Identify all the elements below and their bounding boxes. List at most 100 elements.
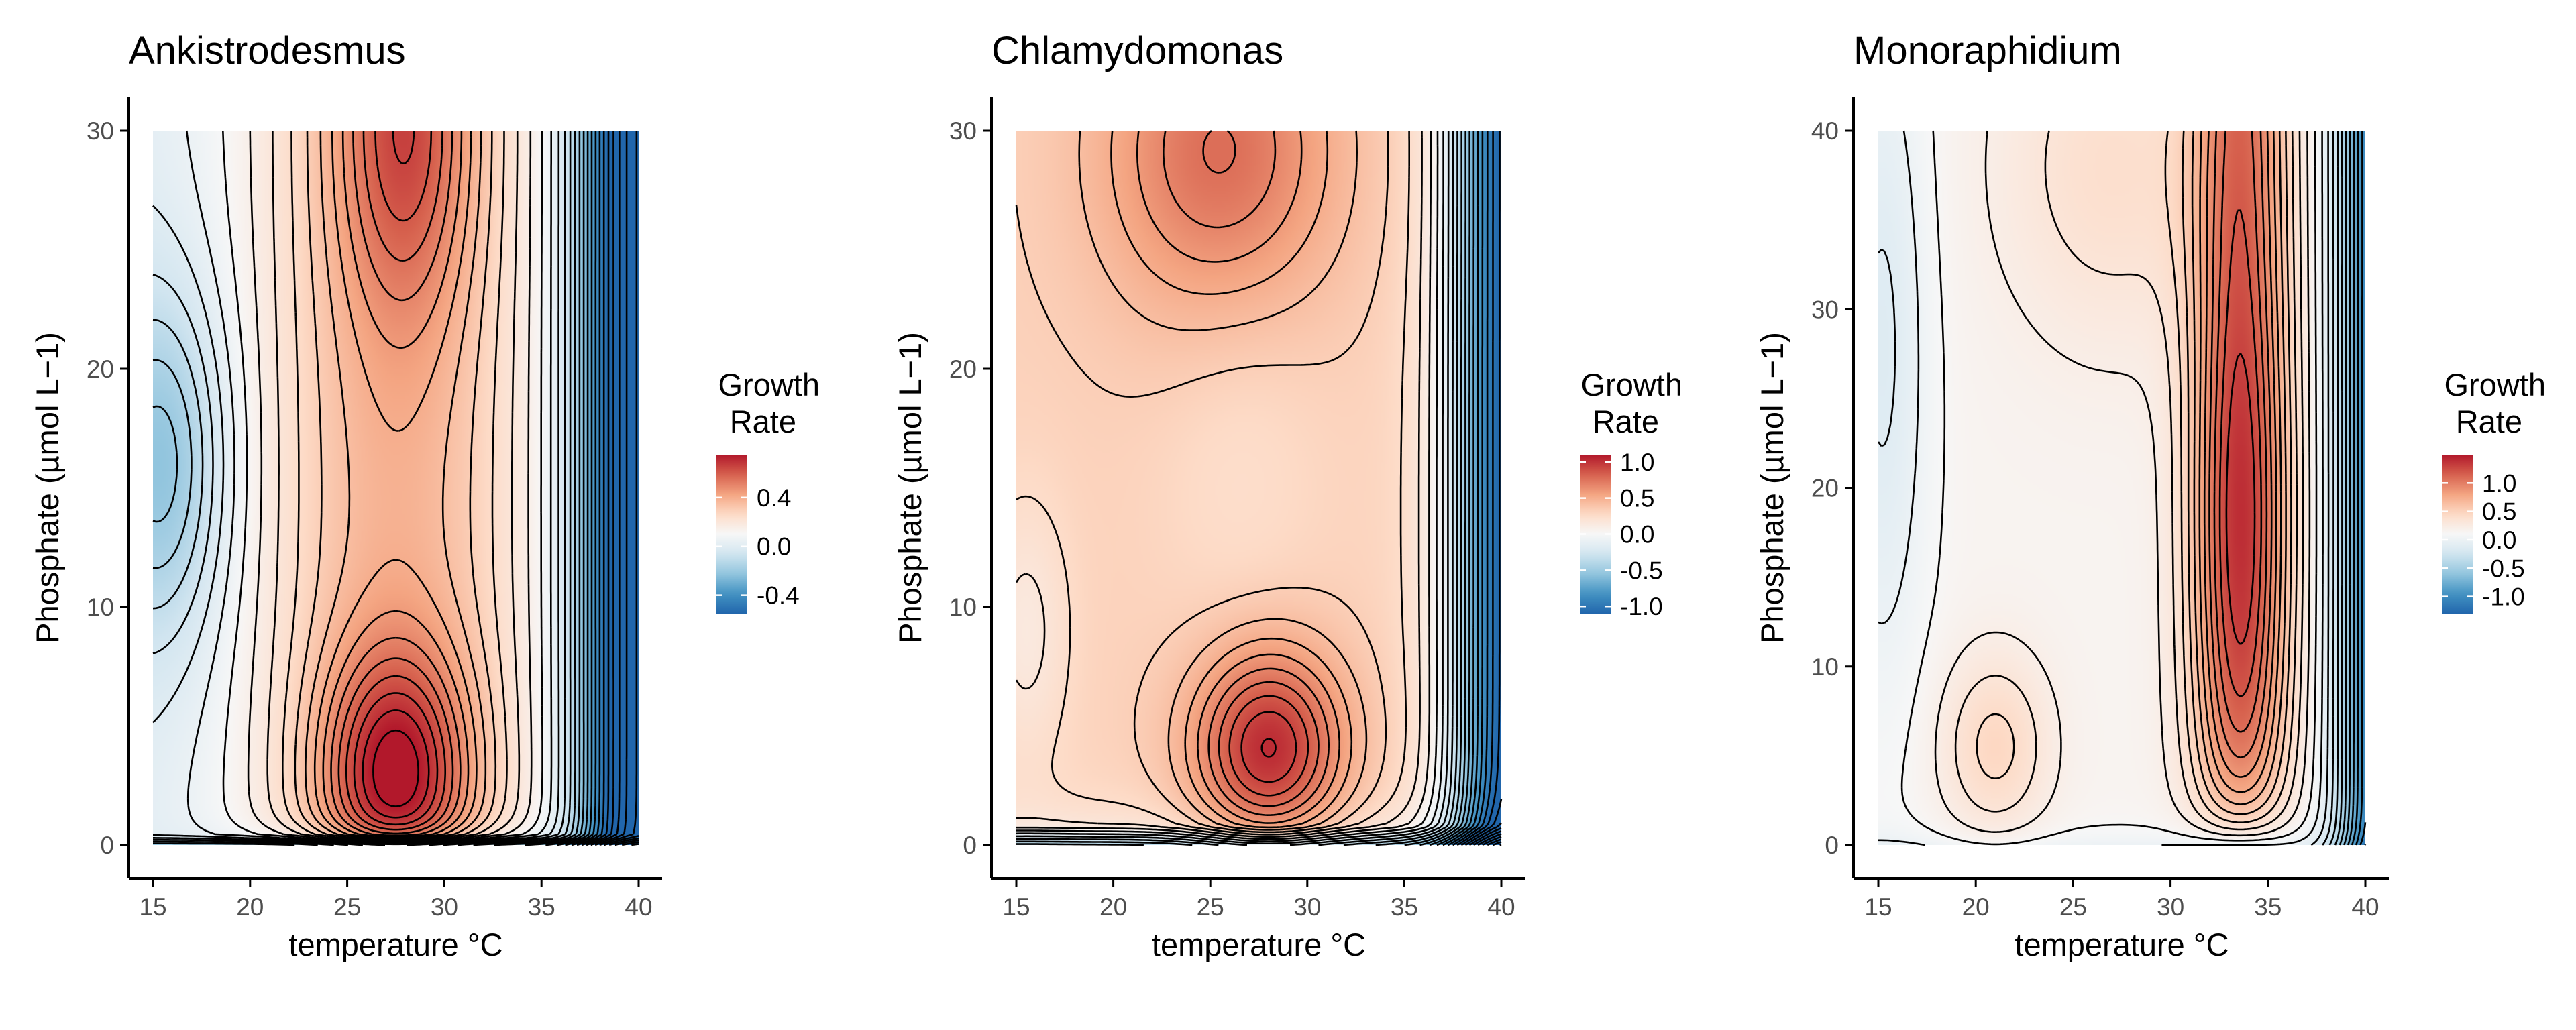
contour-line — [2328, 131, 2339, 846]
contour-line — [353, 130, 439, 826]
y-tick-label: 20 — [87, 355, 114, 383]
contour-line — [305, 131, 487, 840]
y-tick-label: 20 — [1811, 475, 1839, 502]
panel-ankistrodesmus: Ankistrodesmus 15 20 25 30 35 40 0 10 20 30 tempera… — [30, 29, 820, 962]
contour-line — [1442, 131, 1484, 846]
contour-line — [545, 131, 589, 846]
x-tick-label: 35 — [528, 893, 555, 921]
legend-tick-label: -0.5 — [1620, 557, 1663, 584]
chart-title: Monoraphidium — [1854, 29, 2122, 72]
x-tick-label: 15 — [1864, 893, 1892, 921]
legend-tick-label: 1.0 — [2482, 469, 2516, 497]
contour-line — [1016, 131, 1450, 846]
contour-line — [2191, 130, 2287, 805]
y-tick-label: 10 — [1811, 653, 1839, 681]
x-tick-label: 15 — [139, 893, 166, 921]
contour-line — [1460, 799, 1503, 846]
contour-line — [576, 131, 605, 846]
contour-line — [1464, 822, 1503, 846]
contour-line — [1136, 130, 1340, 824]
x-tick-label: 40 — [625, 893, 652, 921]
contour-line — [2213, 130, 2268, 733]
contour-line — [1260, 738, 1277, 758]
x-tick-label: 30 — [1293, 893, 1321, 921]
contour-line — [2225, 353, 2256, 645]
y-tick-label: 10 — [87, 593, 114, 621]
y-axis-title: Phosphate (µmol L−1) — [1754, 332, 1790, 644]
contour-line — [1015, 131, 1423, 838]
contour-line — [2218, 209, 2263, 697]
legend-tick-label: 0.0 — [757, 533, 791, 561]
contour-line — [337, 130, 454, 835]
contour-line — [1016, 131, 1462, 846]
contour-line — [152, 131, 572, 846]
contour-line — [313, 131, 478, 840]
contour-lines — [1015, 130, 1503, 846]
contour-line — [1016, 131, 1454, 846]
contour-line — [1493, 841, 1502, 846]
contour-line — [586, 131, 614, 846]
x-tick-label: 30 — [431, 893, 458, 921]
y-tick-label: 0 — [1825, 832, 1839, 859]
y-tick-label: 40 — [1811, 117, 1839, 145]
contour-line — [2322, 131, 2334, 846]
contour-line — [152, 131, 581, 846]
contour-line — [608, 837, 639, 846]
chart-title: Chlamydomonas — [991, 29, 1283, 72]
contour-line — [1202, 130, 1320, 807]
contour-line — [1404, 131, 1466, 846]
legend-title-line2: Rate — [2456, 404, 2522, 439]
x-axis-title: temperature °C — [288, 927, 502, 962]
contour-lines — [1877, 130, 2367, 846]
contour-line — [186, 130, 553, 846]
contour-lines — [152, 130, 639, 846]
contour-line — [1954, 130, 2304, 831]
contour-line — [294, 131, 497, 842]
legend-colorbar — [716, 455, 747, 614]
contour-line — [557, 131, 593, 846]
x-tick-label: 25 — [333, 893, 361, 921]
contour-line — [1482, 836, 1502, 846]
legend-title-line1: Growth — [1581, 367, 1683, 402]
contour-line — [581, 131, 610, 846]
contour-line — [2208, 130, 2273, 759]
contour-line — [1016, 131, 1444, 844]
contour-line — [590, 131, 621, 846]
contour-line — [1472, 830, 1502, 846]
x-tick-label: 40 — [1487, 893, 1515, 921]
x-tick-label: 20 — [1099, 893, 1127, 921]
contour-line — [266, 131, 521, 844]
contour-line — [2203, 130, 2277, 778]
contour-line — [1078, 130, 1368, 831]
legend-tick-label: -0.5 — [2482, 555, 2525, 582]
x-tick-label: 40 — [2351, 893, 2379, 921]
contour-line — [1487, 838, 1502, 846]
contour-line — [1015, 130, 1389, 834]
contour-line — [2334, 131, 2343, 846]
contour-line — [2198, 130, 2282, 793]
legend-tick-label: 1.0 — [1620, 449, 1654, 476]
contour-line — [1452, 131, 1494, 846]
contour-line — [2351, 131, 2359, 846]
y-tick-label: 10 — [949, 593, 977, 621]
y-tick-label: 20 — [949, 355, 977, 383]
contour-line — [1016, 131, 1432, 840]
legend-title-line2: Rate — [730, 404, 796, 439]
legend-tick-label: 0.4 — [757, 484, 791, 512]
y-tick-label: 30 — [1811, 296, 1839, 323]
contour-line — [1456, 131, 1501, 846]
contour-line — [599, 131, 638, 846]
x-tick-label: 15 — [1002, 893, 1030, 921]
y-tick-label: 0 — [100, 832, 114, 859]
contour-line — [2343, 131, 2351, 846]
contour-line — [1499, 843, 1502, 846]
y-tick-label: 0 — [963, 832, 977, 859]
contour-line — [614, 839, 639, 846]
contour-line — [1110, 130, 1353, 829]
panel-chlamydomonas: Chlamydomonas 15 20 25 30 35 40 0 10 20 30 temperat… — [892, 29, 1682, 962]
contour-line — [282, 131, 508, 842]
contour-line — [2182, 130, 2292, 815]
